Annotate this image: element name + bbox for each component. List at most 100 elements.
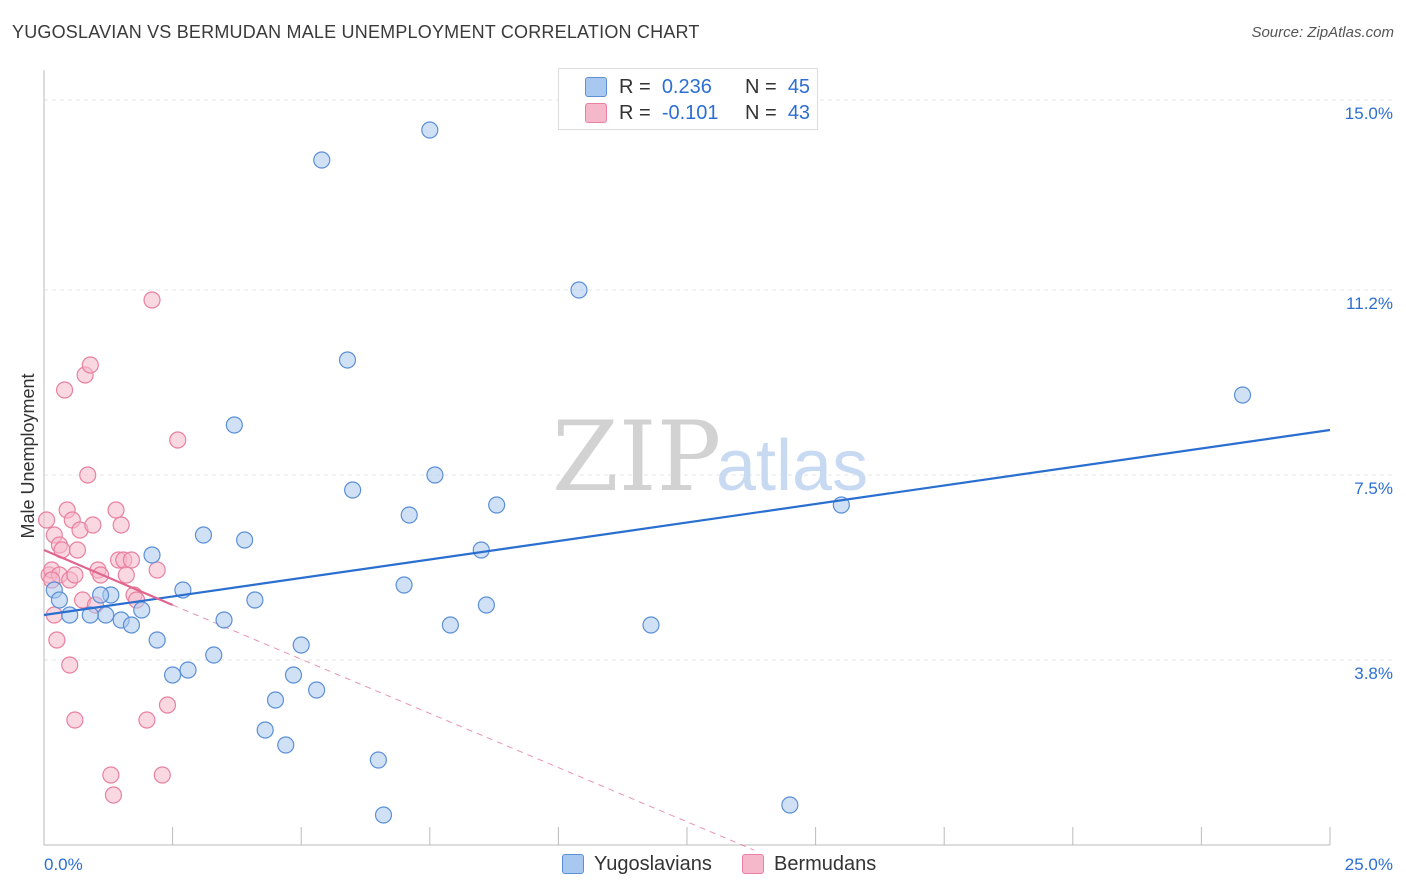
trend-lines — [43, 428, 1331, 617]
yugoslavians-point — [369, 751, 387, 769]
yugoslavians-point — [374, 806, 393, 824]
yugoslavians-point — [781, 796, 799, 814]
source-label: Source: ZipAtlas.com — [1251, 24, 1394, 41]
yugoslavians-point — [642, 616, 660, 634]
yugoslavians-point — [400, 506, 418, 524]
bermudans-point — [143, 291, 161, 309]
legend-r-label: R = — [619, 101, 651, 124]
yugoslavians-point — [148, 631, 166, 649]
bermudans-point — [66, 566, 84, 584]
yugoslavians-point — [308, 681, 326, 699]
bermudans-point — [169, 431, 187, 449]
yugoslavians-point — [256, 721, 274, 739]
legend-swatch-pink — [585, 103, 607, 123]
yugoslavians-point — [441, 616, 459, 634]
legend-r-value: -0.101 — [661, 101, 719, 124]
yugoslavians-point — [122, 616, 141, 634]
yugoslavians-trend-line — [43, 428, 1331, 617]
bermudans-point — [48, 631, 66, 649]
yugoslavians-point — [313, 151, 331, 169]
legend-row-bermudans: R = -0.101 N = 43 — [585, 101, 810, 125]
legend-swatch-blue — [585, 77, 607, 97]
yugoslavians-point — [338, 351, 357, 369]
yugoslavians-point — [472, 541, 490, 559]
yugoslavians-point — [97, 606, 115, 624]
bermudans-point — [122, 551, 141, 569]
yugoslavians-point — [164, 666, 182, 684]
legend-n-label: N = — [745, 101, 777, 124]
tick-labels: 3.8% 7.5% 11.2% 15.0% 0.0% 25.0% — [44, 104, 1393, 874]
yugoslavians-point — [421, 121, 439, 139]
yugoslavians-point — [236, 531, 254, 549]
yugoslavians-point — [50, 591, 69, 609]
y-tick-label: 7.5% — [1354, 479, 1393, 498]
bermudans-point — [61, 656, 79, 674]
yugoslavians-point — [205, 646, 223, 664]
legend-r-label: R = — [619, 75, 651, 98]
yugoslavians-point — [81, 606, 99, 624]
legend-n-value: 43 — [787, 101, 811, 124]
yugoslavians-point — [133, 601, 151, 619]
bermudans-point — [117, 566, 135, 584]
bermudans-point — [81, 356, 99, 374]
yugoslavians-point — [215, 611, 233, 629]
yugoslavians-point — [488, 496, 506, 514]
watermark-atlas: atlas — [716, 426, 868, 506]
y-tick-label: 3.8% — [1354, 664, 1393, 683]
watermark-zip: ZIP — [552, 401, 721, 513]
yugoslavians-points — [45, 121, 1252, 824]
yugoslavians-point — [179, 661, 197, 679]
bermudans-point — [37, 511, 56, 529]
bottom-legend-yugoslavians: Yugoslavians — [562, 851, 712, 877]
bermudans-point — [148, 561, 166, 579]
yugoslavians-point — [426, 466, 444, 484]
bermudans-point — [68, 541, 87, 559]
yugoslavians-point — [284, 666, 303, 684]
chart-title: YUGOSLAVIAN VS BERMUDAN MALE UNEMPLOYMEN… — [12, 22, 700, 42]
bermudans-point — [55, 381, 74, 399]
legend-n-label: N = — [745, 75, 777, 98]
bermudans-point — [104, 786, 123, 804]
x-tick-label-min: 0.0% — [44, 855, 83, 874]
bottom-legend-swatch-blue — [562, 854, 584, 874]
bottom-legend-bermudans: Bermudans — [742, 851, 876, 877]
yugoslavians-point — [194, 526, 213, 544]
yugoslavians-point — [277, 736, 295, 754]
yugoslavians-point — [292, 636, 310, 654]
bermudans-points — [37, 291, 187, 804]
yugoslavians-point — [570, 281, 588, 299]
gridlines — [44, 99, 1392, 661]
bermudans-point — [66, 711, 84, 729]
bermudans-trend-line — [43, 548, 174, 607]
yugoslavians-point — [395, 576, 413, 594]
bermudans-point — [79, 466, 97, 484]
yugoslavians-point — [225, 416, 243, 434]
axes — [43, 70, 1331, 846]
yugoslavians-point — [246, 591, 264, 609]
legend-r-value: 0.236 — [661, 75, 712, 98]
x-tick-label-max: 25.0% — [1345, 855, 1393, 874]
stats-legend: R = 0.236 N = 45 R = -0.101 N = 43 — [558, 68, 818, 130]
bottom-legend-swatch-pink — [742, 854, 764, 874]
yugoslavians-point — [344, 481, 362, 499]
bermudans-point — [138, 711, 156, 729]
watermark: ZIP atlas — [552, 401, 868, 513]
bermudans-point — [158, 696, 177, 714]
bottom-legend-label: Yugoslavians — [594, 852, 712, 875]
bermudans-point — [107, 501, 125, 519]
y-tick-label: 11.2% — [1346, 294, 1393, 313]
legend-n-value: 45 — [787, 75, 811, 98]
yugoslavians-point — [266, 691, 285, 709]
bermudans-point — [112, 516, 130, 534]
bermudans-point — [102, 766, 120, 784]
y-tick-label: 15.0% — [1345, 104, 1393, 123]
yugoslavians-point — [1233, 386, 1252, 404]
bermudans-point — [84, 516, 102, 534]
yugoslavians-point — [91, 586, 110, 604]
legend-row-yugoslavians: R = 0.236 N = 45 — [585, 75, 810, 99]
bottom-legend-label: Bermudans — [774, 852, 877, 875]
y-axis-label: Male Unemployment — [18, 373, 38, 538]
yugoslavians-point — [477, 596, 495, 614]
bermudans-point — [153, 766, 171, 784]
